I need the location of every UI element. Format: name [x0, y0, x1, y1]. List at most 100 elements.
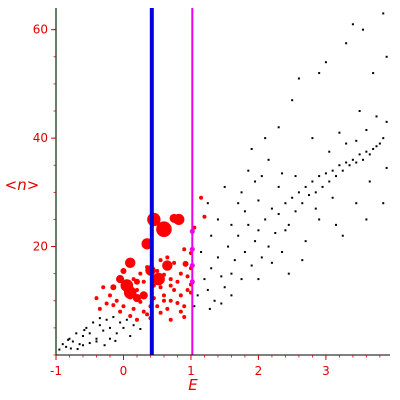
- x-tick-label: -1: [50, 364, 62, 378]
- black-point: [314, 207, 317, 210]
- y-tick-label: 60: [33, 23, 48, 37]
- red-point-small: [199, 195, 204, 200]
- red-point-large: [182, 260, 189, 267]
- black-point: [372, 72, 375, 75]
- black-point: [385, 166, 388, 169]
- black-point: [78, 343, 81, 346]
- black-point: [267, 245, 270, 248]
- black-point: [237, 202, 240, 205]
- black-point: [58, 348, 61, 351]
- black-point: [95, 340, 98, 343]
- black-point: [114, 339, 117, 342]
- black-point: [351, 23, 354, 26]
- black-point: [355, 161, 358, 164]
- x-axis-title: E: [188, 376, 198, 394]
- red-point-small: [161, 293, 166, 298]
- black-point: [345, 142, 348, 145]
- black-point: [358, 153, 361, 156]
- black-point: [108, 326, 111, 329]
- magenta-point: [189, 246, 195, 252]
- points-layer: [58, 12, 388, 351]
- black-point: [98, 324, 101, 327]
- red-point-small: [155, 304, 160, 309]
- magenta-point: [189, 263, 195, 269]
- black-point: [358, 110, 361, 113]
- red-point-small: [138, 271, 143, 276]
- black-point: [257, 229, 260, 232]
- black-point: [365, 150, 368, 153]
- red-point-small: [168, 277, 173, 282]
- red-point-small: [178, 309, 183, 314]
- black-point: [291, 196, 294, 199]
- black-point: [328, 180, 331, 183]
- y-tick-label: 20: [33, 240, 48, 254]
- black-point: [81, 335, 84, 338]
- red-point-large: [156, 221, 172, 238]
- x-tick-label: 3: [322, 364, 330, 378]
- red-point-large: [173, 213, 185, 226]
- red-point-small: [175, 279, 180, 284]
- black-point: [355, 202, 358, 205]
- red-point-large: [152, 272, 165, 286]
- black-point: [220, 302, 223, 305]
- black-point: [385, 120, 388, 123]
- red-point-large: [162, 260, 173, 271]
- black-point: [274, 232, 277, 235]
- black-point: [98, 317, 101, 320]
- black-point: [318, 218, 321, 221]
- red-point-small: [168, 283, 173, 288]
- red-point-small: [134, 317, 139, 322]
- black-point: [355, 139, 358, 142]
- black-point: [294, 210, 297, 213]
- black-point: [125, 318, 128, 321]
- black-point: [260, 175, 263, 178]
- black-point: [65, 345, 68, 348]
- black-point: [368, 180, 371, 183]
- black-point: [308, 194, 311, 197]
- red-point-small: [165, 255, 170, 260]
- red-point-small: [185, 287, 190, 292]
- black-point: [223, 185, 226, 188]
- x-tick-label: 0: [120, 364, 128, 378]
- black-point: [257, 199, 260, 202]
- black-point: [341, 234, 344, 237]
- black-point: [267, 158, 270, 161]
- black-point: [230, 272, 233, 275]
- black-point: [277, 185, 280, 188]
- black-point: [281, 172, 284, 175]
- black-point: [257, 278, 260, 281]
- black-point: [351, 158, 354, 161]
- black-point: [233, 259, 236, 262]
- x-tick-label: 1: [187, 364, 195, 378]
- black-point: [301, 259, 304, 262]
- axes: [55, 8, 390, 356]
- red-point-small: [168, 298, 173, 303]
- black-point: [335, 223, 338, 226]
- red-point-small: [131, 306, 136, 311]
- red-point-small: [97, 306, 102, 311]
- black-point: [375, 115, 378, 118]
- red-point-small: [182, 247, 187, 252]
- red-point-small: [161, 298, 166, 303]
- black-point: [270, 261, 273, 264]
- red-point-small: [182, 315, 187, 320]
- black-point: [338, 164, 341, 167]
- red-point-small: [178, 293, 183, 298]
- red-point-small: [182, 304, 187, 309]
- red-point-small: [172, 260, 177, 265]
- red-point-small: [155, 268, 160, 273]
- black-point: [254, 240, 257, 243]
- black-point: [311, 137, 314, 140]
- black-point: [208, 307, 211, 310]
- black-point: [372, 147, 375, 150]
- black-point: [206, 288, 209, 291]
- red-point-small: [128, 313, 133, 318]
- black-point: [105, 318, 108, 321]
- black-point: [247, 223, 250, 226]
- black-point: [122, 326, 125, 329]
- black-point: [375, 145, 378, 148]
- red-point-large: [110, 284, 117, 291]
- black-point: [297, 191, 300, 194]
- black-point: [345, 42, 348, 45]
